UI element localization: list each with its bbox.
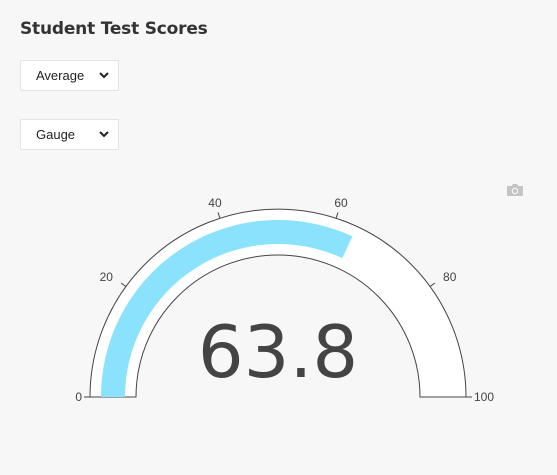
gauge-tick-label: 100 bbox=[474, 390, 494, 404]
metric-select[interactable]: Average bbox=[20, 60, 119, 91]
gauge-value-bar bbox=[101, 220, 353, 397]
page-title: Student Test Scores bbox=[20, 19, 208, 39]
gauge-tick bbox=[335, 212, 339, 219]
gauge-tick bbox=[217, 212, 221, 219]
chevron-down-icon bbox=[99, 130, 109, 140]
gauge-tick bbox=[429, 282, 436, 287]
gauge-tick-label: 40 bbox=[208, 196, 222, 210]
camera-icon[interactable] bbox=[506, 182, 524, 198]
gauge-axis: 0 20 40 60 80 100 bbox=[75, 196, 494, 404]
gauge-value-label: 63.8 bbox=[198, 310, 358, 394]
chart-type-select[interactable]: Gauge bbox=[20, 119, 119, 150]
gauge-tick-label: 20 bbox=[100, 270, 114, 284]
gauge-tick-label: 60 bbox=[334, 196, 348, 210]
chart-type-select-value: Gauge bbox=[36, 127, 76, 142]
gauge-tick-label: 0 bbox=[75, 390, 82, 404]
chevron-down-icon bbox=[99, 71, 109, 81]
metric-select-value: Average bbox=[36, 68, 85, 83]
gauge-tick-label: 80 bbox=[443, 270, 457, 284]
gauge-tick bbox=[120, 282, 127, 287]
